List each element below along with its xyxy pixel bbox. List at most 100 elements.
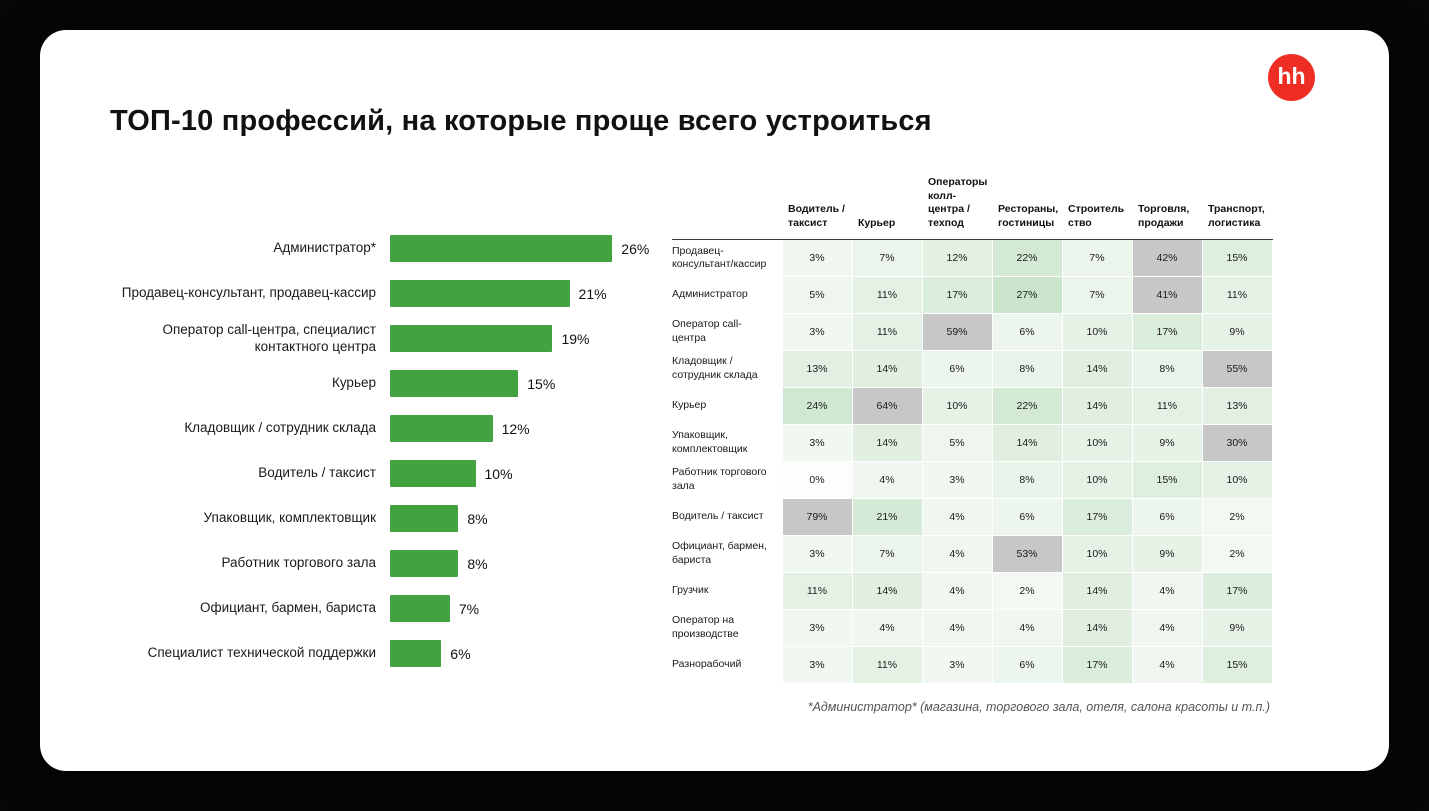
bar [390, 280, 570, 307]
heatmap-cell: 5% [781, 275, 853, 314]
bar-category-label: Упаковщик, комплектовщик [203, 510, 376, 526]
heatmap-cell: 8% [991, 349, 1063, 388]
bar-value-label: 26% [621, 240, 650, 257]
page-title: ТОП-10 профессий, на которые проще всего… [110, 105, 932, 138]
heatmap-cell: 10% [1061, 423, 1133, 462]
heatmap-cell: 15% [1201, 645, 1273, 684]
heatmap-cell: 3% [781, 645, 853, 684]
heatmap-cell: 79% [781, 497, 853, 536]
heatmap-cell: 30% [1201, 423, 1273, 462]
heatmap-row: Разнорабочий 3% 11% 3% 6% 17% 4% 15% [672, 645, 1273, 684]
bar [390, 550, 459, 577]
heatmap-cell: 42% [1131, 238, 1203, 277]
heatmap-row-label: Грузчик [672, 584, 709, 596]
bar-value-label: 7% [458, 600, 480, 617]
heatmap-cell: 4% [851, 460, 923, 499]
heatmap-cell: 11% [851, 275, 923, 314]
heatmap-cell: 17% [1061, 497, 1133, 536]
bar-category-label: Работник торгового зала [221, 555, 376, 571]
heatmap-cell: 4% [921, 571, 993, 610]
heatmap-row: Упаковщик, комплектовщик 3% 14% 5% 14% 10% 9% 3… [672, 423, 1273, 462]
heatmap-cell: 14% [1061, 571, 1133, 610]
heatmap-cell: 17% [1201, 571, 1273, 610]
heatmap-cell: 10% [1061, 312, 1133, 351]
heatmap-section: Водитель / таксист Курьер Операторы колл-ц… [672, 176, 1273, 714]
heatmap-cell: 64% [851, 386, 923, 425]
bar-row: Кладовщик / сотрудник склада 12% [110, 406, 710, 451]
heatmap-cell: 14% [851, 571, 923, 610]
heatmap-row: Администратор 5% 11% 17% 27% 7% 41% 11% [672, 275, 1273, 314]
bar [390, 640, 442, 667]
heatmap-cell: 4% [921, 497, 993, 536]
bar-row: Упаковщик, комплектовщик 8% [110, 496, 710, 541]
bar-row: Оператор call-центра, специалист контакт… [110, 316, 710, 361]
bar-category-label: Администратор* [273, 240, 376, 256]
heatmap-cell: 22% [991, 238, 1063, 277]
heatmap-cell: 12% [921, 238, 993, 277]
heatmap-table: Водитель / таксист Курьер Операторы колл-ц… [672, 176, 1273, 684]
heatmap-cell: 14% [1061, 608, 1133, 647]
heatmap-cell: 13% [1201, 386, 1273, 425]
heatmap-cell: 15% [1131, 460, 1203, 499]
heatmap-cell: 6% [991, 497, 1063, 536]
heatmap-cell: 14% [1061, 386, 1133, 425]
bar-value-label: 8% [467, 555, 488, 572]
heatmap-row: Оператор на производстве 3% 4% 4% 4% 14% 4% 9% [672, 608, 1273, 647]
bar-row: Специалист технической поддержки 6% [110, 631, 710, 676]
heatmap-cell: 15% [1201, 238, 1273, 277]
bar-row: Администратор* 26% [110, 226, 710, 271]
heatmap-row-label: Администратор [672, 288, 748, 300]
heatmap-cell: 3% [781, 534, 853, 573]
bar-category-label: Кладовщик / сотрудник склада [184, 420, 376, 436]
heatmap-cell: 11% [781, 571, 853, 610]
heatmap-cell: 8% [991, 460, 1063, 499]
hh-logo-text: hh [1277, 63, 1306, 89]
heatmap-cell: 11% [851, 312, 923, 351]
heatmap-cell: 14% [851, 349, 923, 388]
bar-row: Работник торгового зала 8% [110, 541, 710, 586]
bar-category-label: Курьер [331, 375, 376, 391]
bar-category-label: Специалист технической поддержки [147, 645, 376, 661]
bar [390, 505, 459, 532]
heatmap-cell: 0% [781, 460, 853, 499]
heatmap-cell: 4% [991, 608, 1063, 647]
bar-value-label: 15% [527, 375, 556, 392]
heatmap-cell: 6% [1131, 497, 1203, 536]
bar [390, 460, 476, 487]
heatmap-cell: 14% [1061, 349, 1133, 388]
bar-row: Продавец-консультант, продавец-кассир 21% [110, 271, 710, 316]
heatmap-cell: 14% [851, 423, 923, 462]
heatmap-cell: 4% [921, 534, 993, 573]
bar-row: Водитель / таксист 10% [110, 451, 710, 496]
heatmap-cell: 10% [1061, 460, 1133, 499]
heatmap-cell: 4% [1131, 571, 1203, 610]
bar-chart: Администратор* 26% Продавец-консультант, п… [110, 226, 710, 676]
heatmap-cell: 10% [921, 386, 993, 425]
heatmap-cell: 3% [781, 312, 853, 351]
bar-row: Курьер 15% [110, 361, 710, 406]
heatmap-cell: 11% [1131, 386, 1203, 425]
heatmap-row-label: Водитель / таксист [672, 510, 764, 522]
heatmap-cell: 27% [991, 275, 1063, 314]
heatmap-row-label: Продавец-консультант/кассир [672, 244, 767, 270]
heatmap-cell: 17% [1131, 312, 1203, 351]
heatmap-row-label: Кладовщик / сотрудник склада [672, 355, 758, 381]
heatmap-cell: 22% [991, 386, 1063, 425]
heatmap-cell: 17% [921, 275, 993, 314]
heatmap-cell: 8% [1131, 349, 1203, 388]
heatmap-cell: 24% [781, 386, 853, 425]
bar-category-label: Продавец-консультант, продавец-кассир [121, 285, 376, 301]
heatmap-row: Официант, бармен, бариста 3% 7% 4% 53% 10% 9% 2… [672, 534, 1273, 573]
bar-value-label: 6% [450, 645, 471, 662]
heatmap-row: Оператор call-центра 3% 11% 59% 6% 10% 17% 9% [672, 312, 1273, 351]
heatmap-column-header: Транспорт, логистика [1202, 176, 1272, 240]
bar-category-label: Оператор call-центра, специалист контакт… [162, 321, 376, 354]
bar-category-label: Официант, бармен, бариста [199, 600, 376, 616]
heatmap-row-label: Курьер [672, 399, 707, 411]
heatmap-cell: 6% [921, 349, 993, 388]
heatmap-row: Кладовщик / сотрудник склада 13% 14% 6% 8% 14… [672, 349, 1273, 388]
heatmap-column-header: Операторы колл-центра / техпод [922, 176, 992, 240]
heatmap-cell: 4% [921, 608, 993, 647]
heatmap-cell: 7% [1061, 275, 1133, 314]
